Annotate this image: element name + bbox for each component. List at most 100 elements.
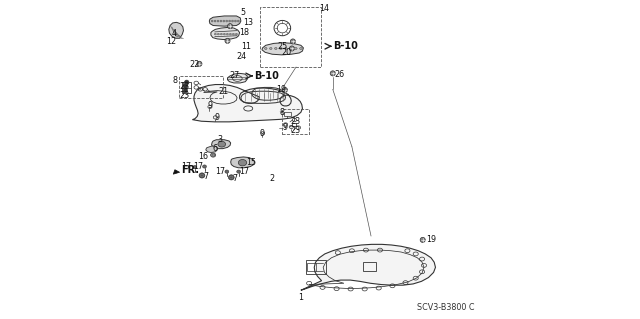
Text: 7: 7	[203, 172, 208, 181]
Polygon shape	[227, 73, 247, 83]
Ellipse shape	[220, 33, 222, 35]
Ellipse shape	[227, 33, 228, 35]
Ellipse shape	[220, 20, 222, 22]
Ellipse shape	[183, 88, 188, 93]
Text: 23: 23	[291, 117, 301, 126]
Polygon shape	[206, 146, 218, 152]
Ellipse shape	[289, 46, 294, 51]
Ellipse shape	[230, 33, 232, 35]
Polygon shape	[211, 27, 239, 40]
Text: 20: 20	[281, 48, 291, 57]
Text: 6: 6	[212, 144, 218, 153]
Text: 27: 27	[229, 71, 239, 80]
Text: 23: 23	[179, 91, 189, 100]
Ellipse shape	[238, 160, 246, 166]
Text: 8: 8	[279, 108, 284, 117]
Bar	[364, 262, 376, 271]
Text: 16: 16	[198, 152, 208, 161]
Polygon shape	[262, 43, 303, 55]
Ellipse shape	[223, 33, 225, 35]
Text: 9: 9	[282, 123, 287, 132]
Ellipse shape	[217, 20, 219, 22]
Text: 8: 8	[172, 76, 177, 85]
Ellipse shape	[211, 20, 213, 22]
Text: SCV3-B3800 C: SCV3-B3800 C	[417, 303, 475, 312]
Polygon shape	[193, 85, 303, 122]
Ellipse shape	[214, 33, 216, 35]
Text: 9: 9	[259, 130, 264, 138]
Ellipse shape	[225, 170, 228, 173]
Ellipse shape	[275, 48, 277, 49]
Ellipse shape	[280, 48, 282, 49]
Polygon shape	[209, 16, 241, 26]
Polygon shape	[169, 22, 184, 38]
Ellipse shape	[264, 48, 267, 49]
Ellipse shape	[226, 20, 228, 22]
Polygon shape	[301, 244, 435, 290]
Text: 25: 25	[277, 42, 287, 51]
Text: 14: 14	[319, 4, 330, 13]
Text: 19: 19	[276, 85, 287, 94]
Polygon shape	[173, 170, 180, 174]
Ellipse shape	[184, 80, 189, 85]
Ellipse shape	[234, 20, 236, 22]
Bar	[284, 112, 291, 116]
Text: FR.: FR.	[181, 165, 199, 175]
Text: 17: 17	[182, 162, 192, 171]
Ellipse shape	[291, 39, 296, 44]
Polygon shape	[230, 157, 255, 168]
Ellipse shape	[236, 33, 237, 35]
Text: 26: 26	[334, 70, 344, 78]
Ellipse shape	[285, 48, 287, 49]
Text: B-10: B-10	[333, 41, 358, 51]
Ellipse shape	[237, 170, 241, 173]
Text: 15: 15	[246, 158, 257, 167]
Ellipse shape	[223, 20, 225, 22]
Ellipse shape	[289, 48, 292, 49]
Text: 4: 4	[172, 29, 177, 38]
Ellipse shape	[420, 237, 425, 242]
Ellipse shape	[214, 20, 216, 22]
Text: 23: 23	[179, 82, 189, 91]
Text: 21: 21	[218, 87, 228, 96]
Text: 17: 17	[215, 167, 225, 176]
Text: 23: 23	[291, 126, 301, 135]
Ellipse shape	[183, 84, 188, 88]
Text: 5: 5	[240, 8, 245, 17]
Ellipse shape	[232, 20, 234, 22]
Text: 12: 12	[166, 37, 177, 46]
Ellipse shape	[232, 33, 234, 35]
Ellipse shape	[197, 61, 202, 66]
Text: 7: 7	[232, 174, 237, 182]
Ellipse shape	[199, 173, 205, 178]
Ellipse shape	[218, 33, 220, 35]
Ellipse shape	[300, 48, 302, 49]
Ellipse shape	[294, 48, 297, 49]
Text: 22: 22	[189, 60, 200, 69]
Text: 9: 9	[214, 113, 220, 122]
Ellipse shape	[330, 71, 335, 76]
Text: 18: 18	[239, 28, 249, 37]
Text: 17: 17	[239, 167, 250, 176]
Text: 3: 3	[218, 135, 223, 144]
Ellipse shape	[228, 175, 234, 180]
Text: 11: 11	[241, 42, 251, 51]
Text: 13: 13	[243, 18, 253, 27]
Ellipse shape	[269, 48, 272, 49]
Bar	[306, 260, 326, 274]
Ellipse shape	[203, 165, 207, 168]
Text: 19: 19	[426, 235, 436, 244]
Polygon shape	[212, 140, 230, 149]
Text: B-10: B-10	[254, 71, 279, 81]
Text: 17: 17	[193, 162, 203, 171]
Bar	[182, 82, 191, 93]
Text: 1: 1	[298, 293, 303, 302]
Text: 24: 24	[236, 52, 246, 61]
Ellipse shape	[193, 166, 197, 169]
Ellipse shape	[228, 20, 230, 22]
Ellipse shape	[282, 87, 287, 93]
Text: 2: 2	[269, 174, 274, 183]
Ellipse shape	[227, 24, 232, 29]
Ellipse shape	[218, 141, 225, 147]
Ellipse shape	[225, 38, 230, 43]
